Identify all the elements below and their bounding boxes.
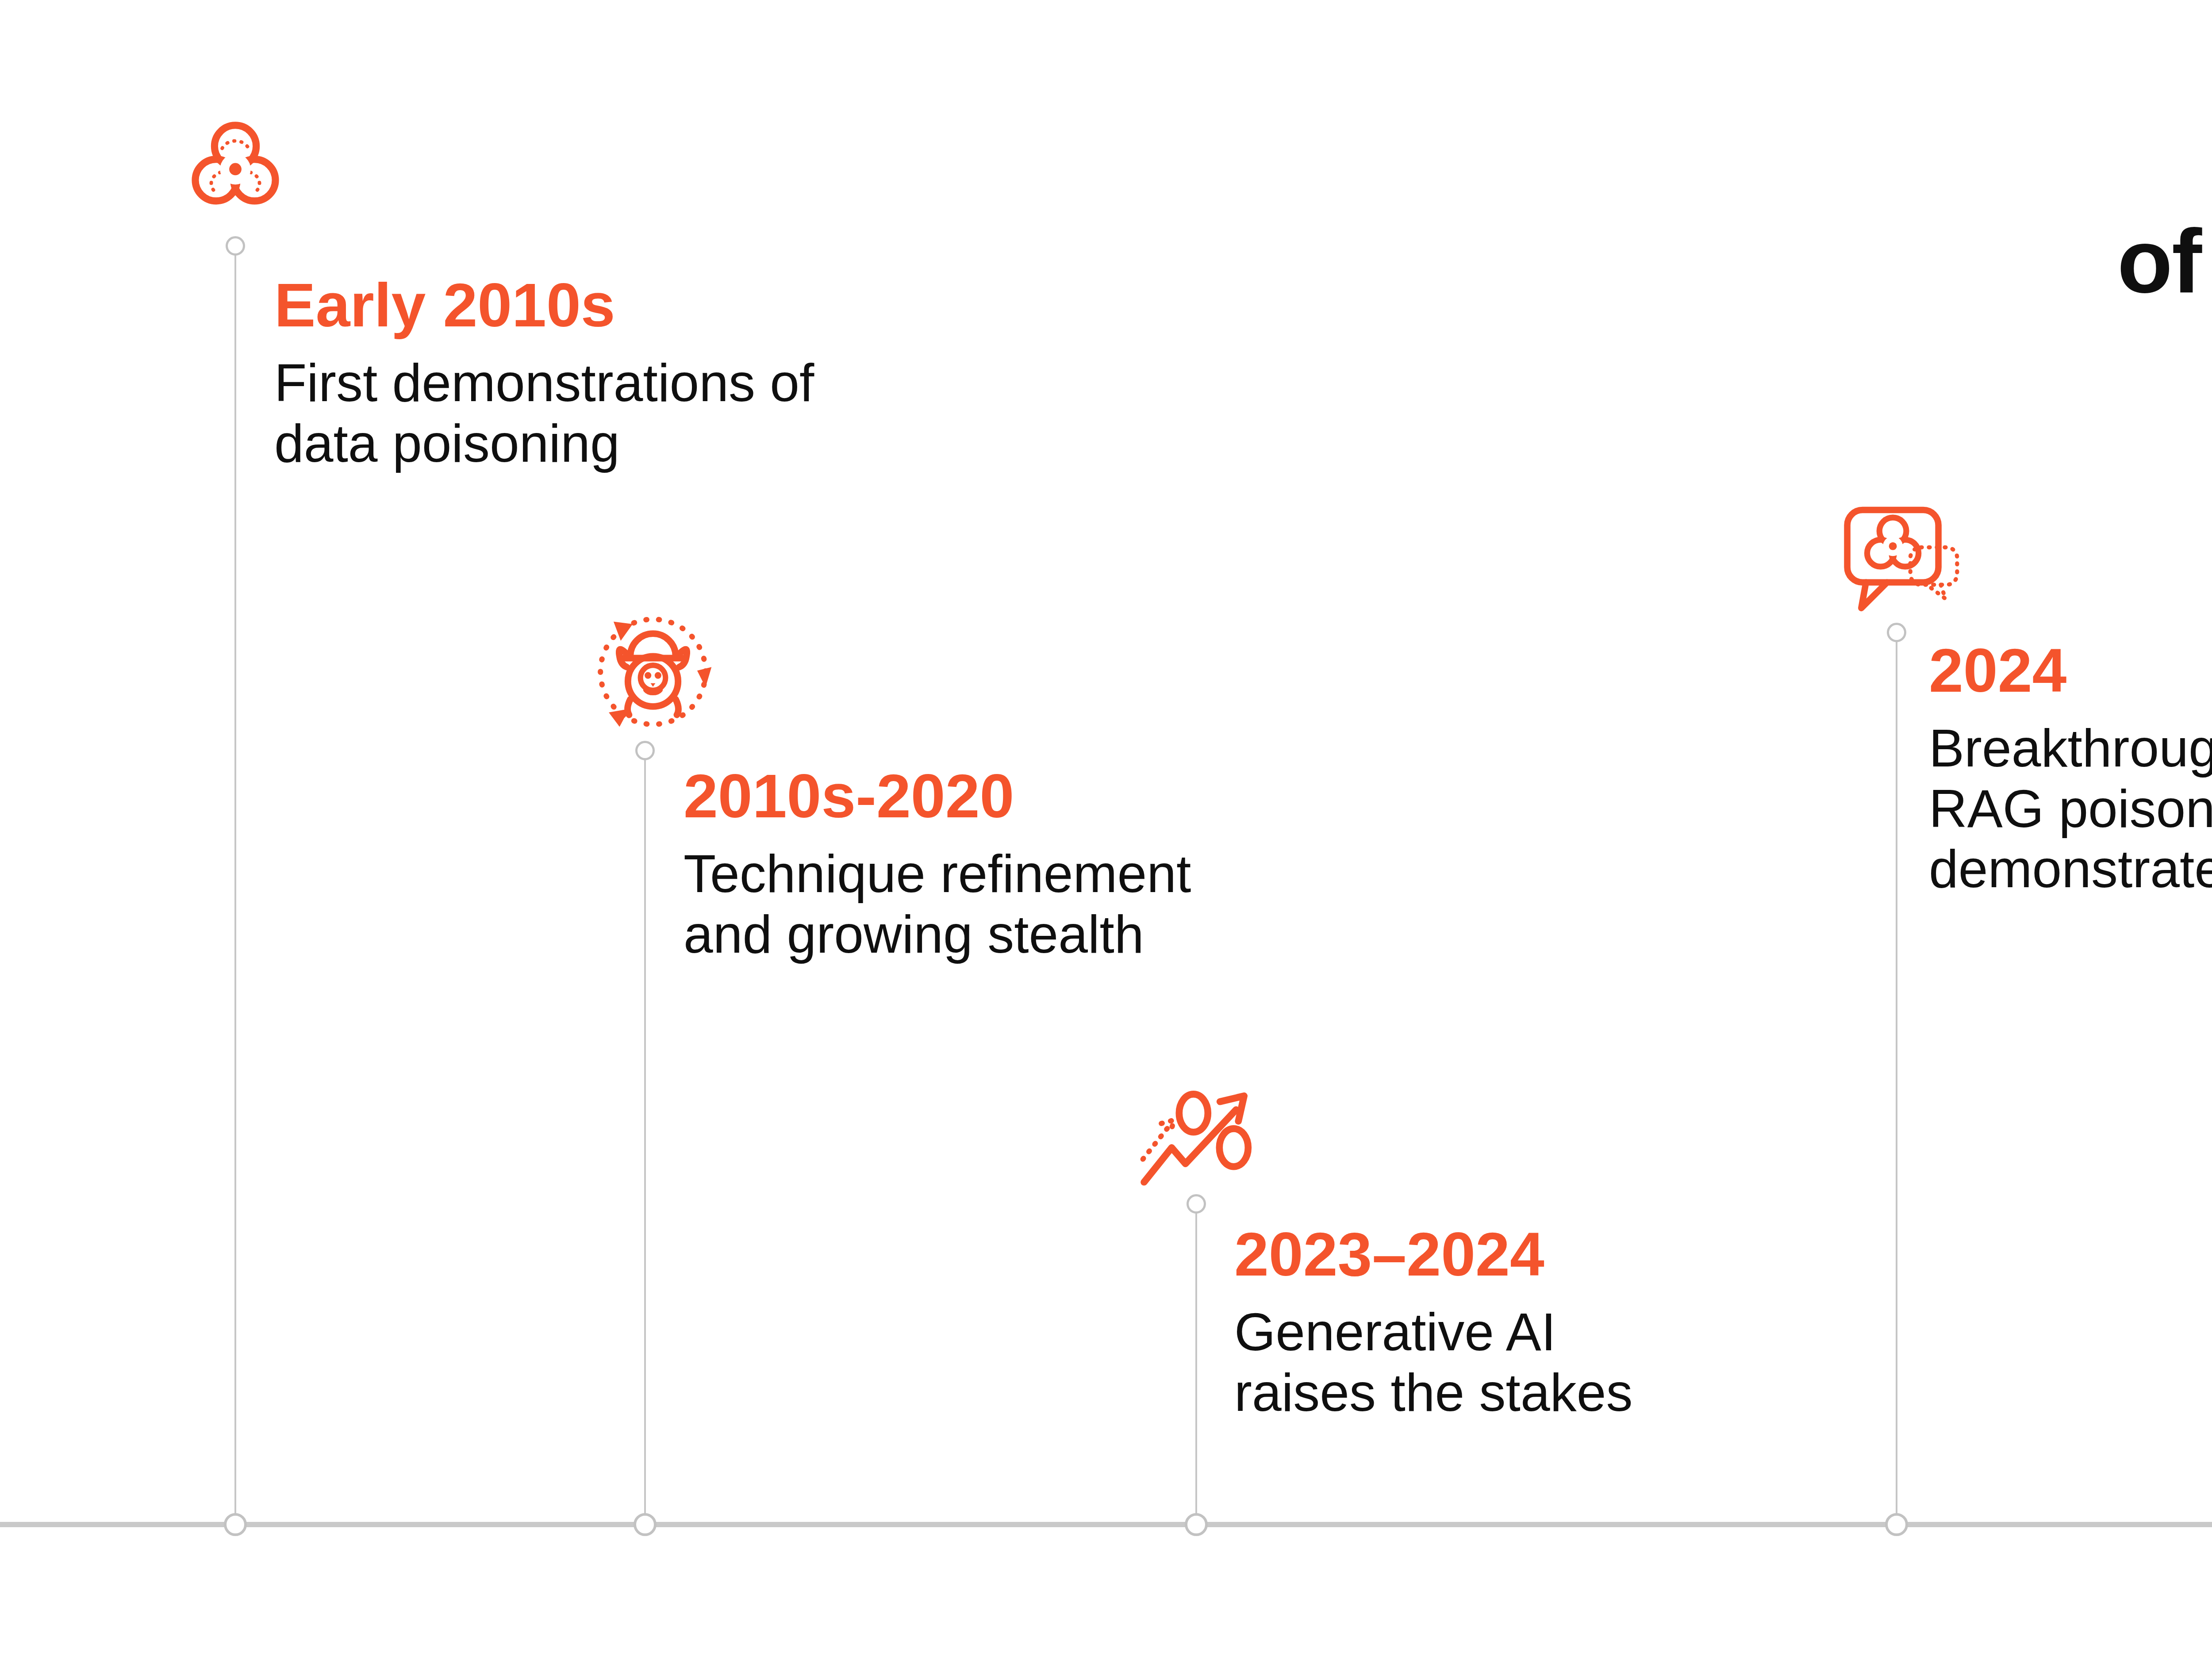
timeline-stem-early-2010s [234,246,236,1525]
timeline-node-base-2024 [1885,1513,1908,1536]
milestone-body: Breakthrough: Indirect RAG poisoning dem… [1929,718,2212,899]
percent-growth-arrow-icon [1133,1077,1271,1188]
bug-skull-rotation-icon [587,612,719,732]
timeline-node-base-2010s-2020 [634,1513,657,1536]
milestone-heading: Early 2010s [274,271,814,340]
timeline-stem-2010s-2020 [644,751,646,1525]
page-title: The history of data poisoning [2117,102,2212,314]
timeline-baseline [0,1522,2212,1527]
milestone-heading: 2024 [1929,636,2212,705]
timeline-node-base-early-2010s [224,1513,247,1536]
milestone-2023-2024: 2023–2024 Generative AI raises the stake… [1234,1220,1632,1422]
milestone-body: Generative AI raises the stakes [1234,1302,1632,1423]
milestone-2010s-2020: 2010s-2020 Technique refinement and grow… [684,762,1191,964]
timeline-stem-2024 [1896,632,1897,1525]
biohazard-icon [179,113,292,223]
milestone-2024: 2024 Breakthrough: Indirect RAG poisonin… [1929,636,2212,899]
infographic-canvas: The history of data poisoning Early 2010… [0,0,2212,1659]
biohazard-chat-bubble-icon [1843,505,1966,622]
timeline-node-top-2024 [1887,623,1906,642]
timeline-node-top-2010s-2020 [635,741,655,760]
timeline-stem-2023-2024 [1195,1204,1197,1525]
milestone-body: Technique refinement and growing stealth [684,843,1191,965]
milestone-early-2010s: Early 2010s First demonstrations of data… [274,271,814,473]
milestone-body: First demonstrations of data poisoning [274,352,814,474]
timeline-node-top-early-2010s [226,236,245,256]
timeline-node-top-2023-2024 [1187,1194,1206,1214]
timeline-node-base-2023-2024 [1185,1513,1208,1536]
milestone-heading: 2023–2024 [1234,1220,1632,1289]
milestone-heading: 2010s-2020 [684,762,1191,831]
